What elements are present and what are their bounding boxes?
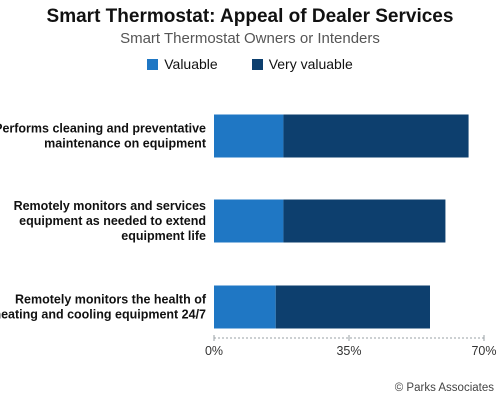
- x-tick-label-3: 70%: [471, 344, 496, 358]
- legend-swatch-valuable: [147, 58, 159, 70]
- bar-very-valuable-3: [275, 285, 430, 329]
- legend-label-valuable: Valuable: [164, 56, 218, 72]
- source-credit: © Parks Associates: [394, 382, 494, 394]
- x-tick-label-2: 35%: [336, 344, 361, 358]
- chart-subtitle: Smart Thermostat Owners or Intenders: [120, 30, 380, 47]
- legend-swatch-very-valuable: [251, 58, 263, 70]
- legend-label-very-valuable: Very valuable: [268, 56, 353, 72]
- category-label-3: Remotely monitors the health of heating a…: [0, 293, 207, 322]
- legend-item-very-valuable: Very valuable: [251, 56, 353, 72]
- bar-valuable-1: [214, 114, 284, 158]
- legend-item-valuable: Valuable: [147, 56, 218, 72]
- bar-valuable-3: [214, 285, 276, 329]
- category-label-1: Performs cleaning and preventative mainte…: [0, 122, 207, 151]
- bar-valuable-2: [214, 199, 284, 243]
- legend: Valuable Very valuable: [0, 56, 500, 72]
- chart-title: Smart Thermostat: Appeal of Dealer Servi…: [46, 6, 454, 27]
- bar-very-valuable-1: [283, 114, 469, 158]
- category-label-2: Remotely monitors and services equipment …: [14, 199, 206, 243]
- x-tick-label-1: 0%: [205, 344, 223, 358]
- bar-very-valuable-2: [283, 199, 446, 243]
